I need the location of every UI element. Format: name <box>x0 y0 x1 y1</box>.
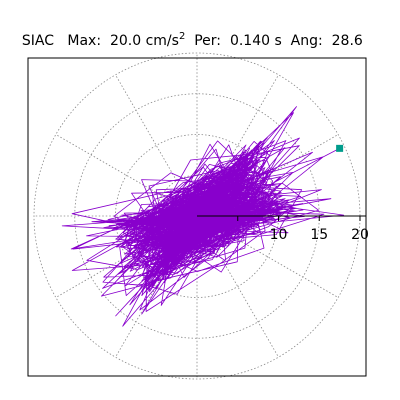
max-marker-group <box>336 144 344 152</box>
radial-axis: 10 15 20 <box>197 215 369 243</box>
grid-spoke <box>217 251 279 358</box>
plot-frame <box>27 57 367 377</box>
axis-tick-label: 10 <box>270 227 288 243</box>
chart-title: SIAC Max: 20.0 cm/s2 Per: 0.140 s Ang: 2… <box>13 17 363 50</box>
axis-tick-label: 20 <box>351 227 369 243</box>
max-label: Max: <box>67 33 102 49</box>
max-unit: cm/s <box>145 33 179 49</box>
max-unit-exponent: 2 <box>178 31 186 42</box>
grid-spoke <box>115 251 177 358</box>
grid-spoke <box>232 236 339 298</box>
grid-spoke <box>55 134 162 196</box>
period-label: Per: <box>194 33 222 49</box>
grid-spoke <box>55 236 162 298</box>
station-name: SIAC <box>21 33 55 49</box>
max-value: 20.0 <box>109 33 142 49</box>
motion-trace <box>61 106 345 327</box>
angle-value: 28.6 <box>331 33 363 49</box>
motion-trace-path <box>61 106 345 327</box>
grid-spoke <box>115 74 177 181</box>
angle-label: Ang: <box>290 33 323 49</box>
axis-tick-label: 15 <box>310 227 328 243</box>
max-marker <box>336 144 344 152</box>
period-value: 0.140 s <box>229 33 282 49</box>
grid-spoke <box>232 134 339 196</box>
grid-spoke <box>217 74 279 181</box>
